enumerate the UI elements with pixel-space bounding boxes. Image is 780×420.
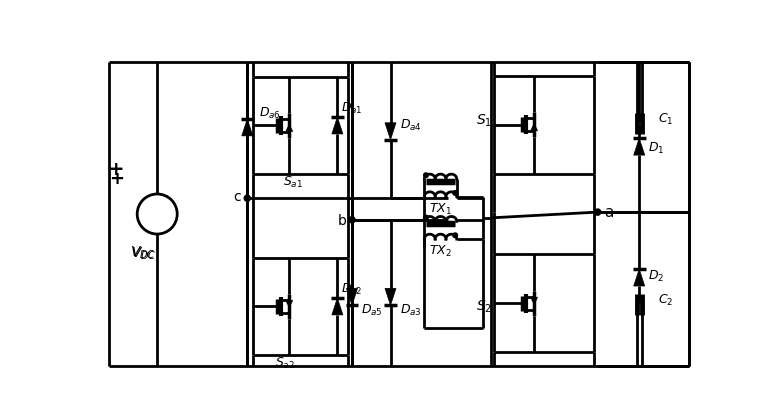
Circle shape	[349, 217, 355, 223]
Text: $D_{a4}$: $D_{a4}$	[399, 118, 422, 133]
Polygon shape	[633, 269, 645, 286]
Text: $S_{a2}$: $S_{a2}$	[275, 356, 296, 371]
Circle shape	[244, 195, 250, 201]
Polygon shape	[242, 119, 253, 136]
Polygon shape	[633, 138, 645, 155]
Text: a: a	[604, 205, 613, 220]
Polygon shape	[332, 117, 343, 134]
Text: $D_{a5}$: $D_{a5}$	[361, 303, 383, 318]
Polygon shape	[385, 288, 396, 305]
Text: $S_2$: $S_2$	[476, 299, 492, 315]
Text: $V_{DC}$: $V_{DC}$	[131, 246, 157, 262]
Text: $D_1$: $D_1$	[648, 141, 665, 156]
Text: $TX_2$: $TX_2$	[429, 244, 452, 259]
Text: $TX_1$: $TX_1$	[429, 202, 452, 217]
Text: $C_2$: $C_2$	[658, 293, 674, 308]
Circle shape	[453, 191, 458, 195]
Text: +: +	[108, 160, 125, 179]
Text: +: +	[109, 171, 124, 189]
Text: $D_{a6}$: $D_{a6}$	[259, 106, 281, 121]
Text: $D_{a3}$: $D_{a3}$	[399, 303, 422, 318]
Text: $C_1$: $C_1$	[658, 112, 674, 127]
Text: $S_{a1}$: $S_{a1}$	[283, 175, 303, 190]
Text: $V_{DC}$: $V_{DC}$	[130, 244, 156, 261]
Text: $D_{a2}$: $D_{a2}$	[341, 282, 363, 297]
Text: b: b	[338, 213, 346, 228]
Circle shape	[594, 209, 601, 215]
Circle shape	[424, 173, 428, 178]
Polygon shape	[332, 298, 343, 315]
Circle shape	[453, 233, 458, 238]
Text: $D_2$: $D_2$	[648, 268, 665, 284]
Polygon shape	[385, 123, 396, 140]
Circle shape	[424, 215, 428, 220]
Text: $S_1$: $S_1$	[476, 113, 492, 129]
Polygon shape	[346, 288, 357, 305]
Text: $D_{a1}$: $D_{a1}$	[341, 101, 363, 116]
Text: c: c	[233, 190, 241, 205]
